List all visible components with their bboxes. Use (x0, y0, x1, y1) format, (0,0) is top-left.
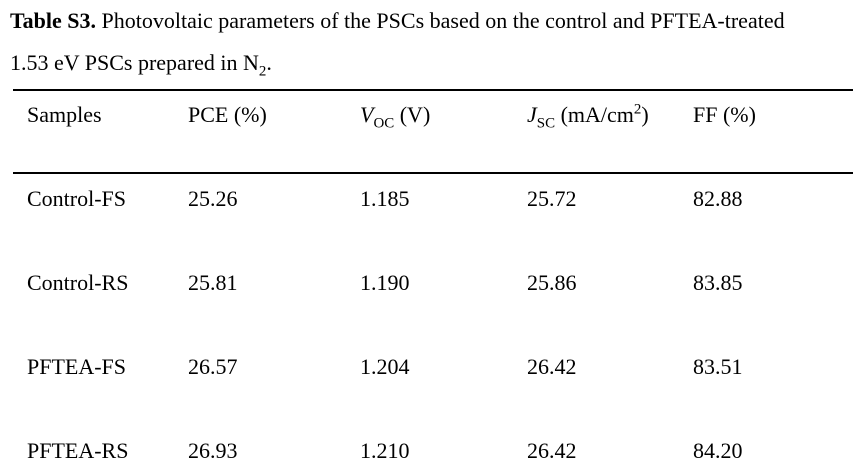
photovoltaic-parameters-table: Samples PCE (%) VOC (V) JSC (mA/cm2) FF … (13, 89, 853, 466)
column-header-voc: VOC (V) (360, 90, 527, 174)
jsc-value: 26.42 (527, 354, 577, 379)
jsc-symbol: J (527, 102, 537, 127)
voc-unit: (V) (394, 102, 431, 127)
pce-value: 25.81 (188, 270, 238, 295)
ff-value: 83.51 (693, 354, 743, 379)
sample-name: PFTEA-RS (27, 438, 129, 463)
jsc-value: 25.72 (527, 186, 577, 211)
jsc-subscript: SC (536, 115, 556, 132)
table-row-control-rs: Control-RS 25.81 1.190 25.86 83.85 (13, 258, 853, 342)
column-header-ff: FF (%) (693, 90, 853, 174)
column-header-jsc: JSC (mA/cm2) (527, 90, 693, 174)
column-header-pce: PCE (%) (188, 90, 360, 174)
table-caption-period: . (266, 50, 272, 75)
jsc-value: 25.86 (527, 270, 577, 295)
nitrogen-subscript: 2 (258, 63, 267, 80)
voc-symbol: V (360, 102, 374, 127)
jsc-value: 26.42 (527, 438, 577, 463)
voc-value: 1.190 (360, 270, 410, 295)
sample-name: Control-FS (27, 186, 127, 211)
sample-name: PFTEA-FS (27, 354, 127, 379)
table-caption-line1: Photovoltaic parameters of the PSCs base… (96, 8, 785, 33)
voc-value: 1.185 (360, 186, 410, 211)
table-row-control-fs: Control-FS 25.26 1.185 25.72 82.88 (13, 173, 853, 258)
voc-value: 1.204 (360, 354, 410, 379)
table-caption: Table S3. Photovoltaic parameters of the… (10, 0, 853, 84)
sample-name: Control-RS (27, 270, 129, 295)
jsc-superscript: 2 (633, 101, 642, 118)
table-header-row: Samples PCE (%) VOC (V) JSC (mA/cm2) FF … (13, 90, 853, 174)
voc-value: 1.210 (360, 438, 410, 463)
ff-value: 82.88 (693, 186, 743, 211)
pce-value: 26.57 (188, 354, 238, 379)
ff-value: 83.85 (693, 270, 743, 295)
pce-value: 25.26 (188, 186, 238, 211)
voc-subscript: OC (373, 115, 395, 132)
table-row-pftea-fs: PFTEA-FS 26.57 1.204 26.42 83.51 (13, 342, 853, 426)
column-header-samples: Samples (13, 90, 188, 174)
table-caption-line2: 1.53 eV PSCs prepared in N (10, 50, 259, 75)
jsc-unit-close: ) (641, 102, 649, 127)
pce-value: 26.93 (188, 438, 238, 463)
table-caption-label: Table S3. (10, 8, 97, 33)
ff-value: 84.20 (693, 438, 743, 463)
table-row-pftea-rs: PFTEA-RS 26.93 1.210 26.42 84.20 (13, 426, 853, 466)
jsc-unit-open: (mA/cm (555, 102, 634, 127)
